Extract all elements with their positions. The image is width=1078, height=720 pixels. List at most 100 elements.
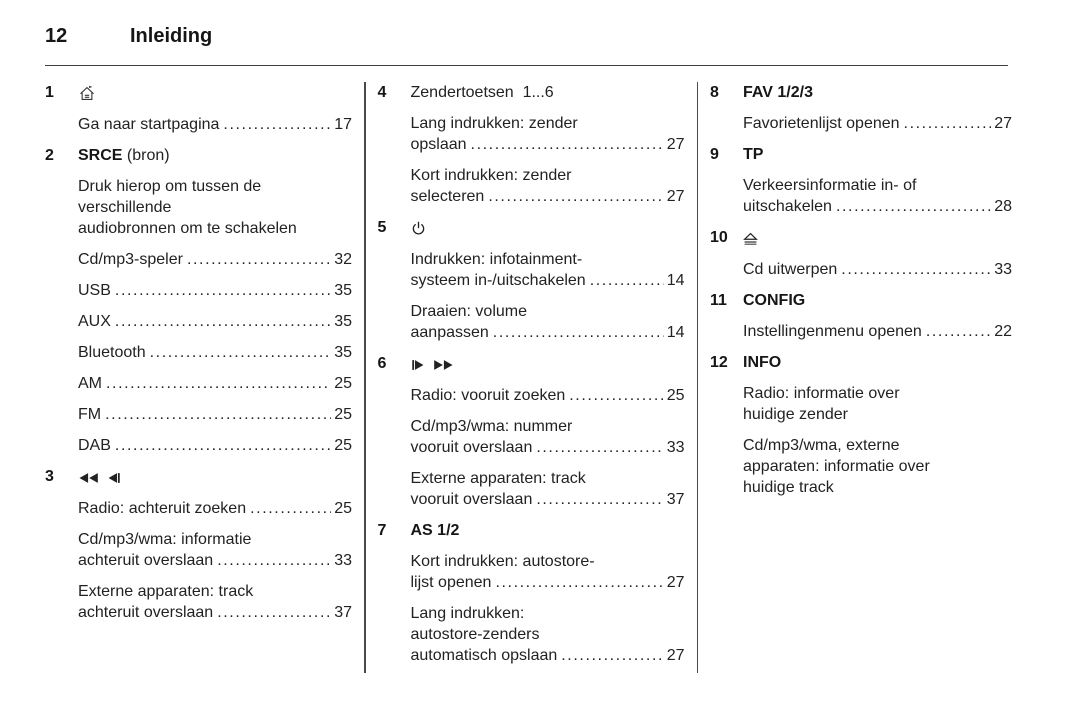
entry-text-line: Externe apparaten: track xyxy=(410,470,586,487)
page-number: 12 xyxy=(45,25,68,47)
page-ref: 25 xyxy=(334,437,352,454)
entry-text: Cd/mp3-speler xyxy=(78,251,183,268)
page-ref: 14 xyxy=(666,324,685,341)
entry-text: AUX xyxy=(78,313,111,330)
page-ref: 33 xyxy=(334,552,352,569)
entry-text-line: Lang indrukken: zender xyxy=(410,115,578,132)
item-number: 11 xyxy=(710,292,727,309)
dot-leader xyxy=(223,114,331,135)
index-entry: Bluetooth 35 xyxy=(78,342,352,363)
legend-item: 6 Radio: vooruit zoeken 25 Cd/mp3/wma: numm… xyxy=(378,353,685,510)
item-head xyxy=(78,466,352,488)
legend-item: 5 Indrukken: infotainment-systeem in-/uit… xyxy=(378,217,685,343)
page-ref: 35 xyxy=(334,313,352,330)
fast-forward-icon xyxy=(432,354,454,375)
entry-last-line: opslaan 27 xyxy=(411,134,685,155)
entry-last-line: FM 25 xyxy=(78,404,352,425)
entry-last-line: Radio: achteruit zoeken 25 xyxy=(78,498,352,519)
entry-text: USB xyxy=(78,282,111,299)
legend-item: 11 CONFIG Instellingenmenu openen 22 xyxy=(710,290,1012,342)
entry-text-line: Indrukken: infotainment- xyxy=(410,251,583,268)
description-paragraph: Cd/mp3/wma, externe apparaten: informatie… xyxy=(743,435,1012,498)
index-entry: Radio: vooruit zoeken 25 xyxy=(411,385,685,406)
page-ref: 27 xyxy=(666,647,685,664)
dot-leader xyxy=(569,385,663,406)
entry-last-line: Cd uitwerpen 33 xyxy=(743,259,1012,280)
item-number: 3 xyxy=(45,468,54,485)
button-label: FAV 1/2/3 xyxy=(743,84,813,101)
legend-column-1: 1 Ga naar startpagina 17 2 SRCE (bron) Druk h… xyxy=(45,82,352,623)
page-ref: 27 xyxy=(666,574,685,591)
item-number: 2 xyxy=(45,147,54,164)
page-ref: 35 xyxy=(334,282,352,299)
description-paragraph: Radio: informatie over huidige zender xyxy=(743,383,1012,425)
entry-text: Favorietenlijst openen xyxy=(743,115,900,132)
entry-last-line: Radio: vooruit zoeken 25 xyxy=(411,385,685,406)
dot-leader xyxy=(841,259,991,280)
dot-leader xyxy=(115,311,331,332)
dot-leader xyxy=(536,437,663,458)
dot-leader xyxy=(115,280,331,301)
entry-last-line: USB 35 xyxy=(78,280,352,301)
eject-icon xyxy=(743,228,758,249)
entry-text: lijst openen xyxy=(410,574,492,591)
item-number: 1 xyxy=(45,84,54,101)
entry-last-line: aanpassen 14 xyxy=(411,322,685,343)
button-label: AS 1/2 xyxy=(410,522,460,539)
item-head xyxy=(411,217,685,239)
entry-text: achteruit overslaan xyxy=(78,604,214,621)
legend-item: 12 INFO Radio: informatie over huidige zend… xyxy=(710,352,1012,498)
description-paragraph: Druk hierop om tussen de verschillende aud… xyxy=(78,176,352,239)
index-entry: Favorietenlijst openen 27 xyxy=(743,113,1012,134)
button-label: CONFIG xyxy=(743,292,806,309)
entry-text: systeem in-/uitschakelen xyxy=(410,272,586,289)
entry-text: AM xyxy=(78,375,102,392)
index-entry: Indrukken: infotainment-systeem in-/uits… xyxy=(411,249,685,291)
entry-text: aanpassen xyxy=(410,324,489,341)
index-entry: AUX 35 xyxy=(78,311,352,332)
dot-leader xyxy=(217,602,331,623)
button-label: SRCE xyxy=(78,147,123,164)
text-line: Druk hierop om tussen de xyxy=(78,178,262,195)
skip-forward-icon xyxy=(411,354,425,375)
entry-text: vooruit overslaan xyxy=(410,491,533,508)
entry-last-line: Ga naar startpagina 17 xyxy=(78,114,352,135)
item-number: 10 xyxy=(710,229,728,246)
legend-column-2: 4 Zendertoetsen 1...6 Lang indrukken: zend… xyxy=(378,82,685,666)
index-entry: Lang indrukken: zender opslaan 27 xyxy=(411,113,685,155)
page-ref: 25 xyxy=(666,387,685,404)
dot-leader xyxy=(217,550,331,571)
page-ref: 17 xyxy=(334,116,352,133)
page-ref: 27 xyxy=(666,136,685,153)
text-line: huidige track xyxy=(743,479,834,496)
item-head-text: Zendertoetsen 1...6 xyxy=(410,84,554,101)
legend-item: 9 TP Verkeersinformatie in- of uitschakelen… xyxy=(710,144,1012,217)
item-head: AS 1/2 xyxy=(411,520,685,541)
entry-last-line: Cd/mp3-speler 32 xyxy=(78,249,352,270)
dot-leader xyxy=(536,489,663,510)
page-ref: 37 xyxy=(666,491,685,508)
item-number: 9 xyxy=(710,146,719,163)
dot-leader xyxy=(590,270,664,291)
entry-text-line: Draaien: volume xyxy=(410,303,528,320)
page-ref: 25 xyxy=(334,375,352,392)
entry-text: Bluetooth xyxy=(78,344,146,361)
dot-leader xyxy=(493,322,664,343)
entry-text: selecteren xyxy=(410,188,485,205)
entry-text: Radio: vooruit zoeken xyxy=(410,387,566,404)
index-entry: Lang indrukken: autostore-zenders automati… xyxy=(411,603,685,666)
index-entry: Kort indrukken: zender selecteren 27 xyxy=(411,165,685,207)
item-head xyxy=(743,227,1012,249)
entry-last-line: achteruit overslaan 33 xyxy=(78,550,352,571)
dot-leader xyxy=(187,249,331,270)
entry-text: opslaan xyxy=(410,136,467,153)
index-entry: Instellingenmenu openen 22 xyxy=(743,321,1012,342)
page-ref: 14 xyxy=(666,272,685,289)
text-line: audiobronnen om te schakelen xyxy=(78,220,297,237)
entry-text: vooruit overslaan xyxy=(410,439,533,456)
entry-text-line: Lang indrukken: xyxy=(410,605,525,622)
column-divider xyxy=(364,82,366,673)
legend-item: 7 AS 1/2 Kort indrukken: autostore-lijst o… xyxy=(378,520,685,666)
dot-leader xyxy=(250,498,331,519)
